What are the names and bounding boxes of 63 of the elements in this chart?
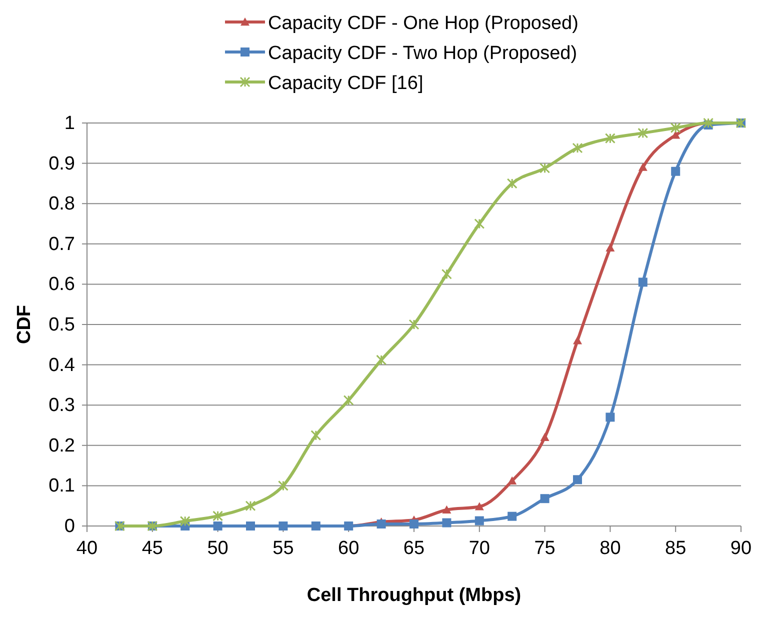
x-tick-label: 80	[600, 538, 621, 559]
point	[376, 519, 386, 528]
point	[508, 476, 517, 484]
y-tick-label: 0.8	[48, 194, 75, 215]
y-tick-label: 0.9	[48, 153, 75, 174]
point	[573, 336, 582, 344]
point	[410, 519, 418, 528]
point	[442, 518, 452, 528]
point	[212, 510, 224, 522]
point	[246, 522, 255, 530]
y-tick-label: 0.5	[48, 314, 75, 336]
x-tick-label: 45	[142, 538, 163, 559]
x-tick-label: 55	[272, 538, 294, 559]
point	[474, 502, 484, 510]
legend-label: Capacity CDF [16]	[268, 73, 424, 94]
point	[278, 522, 288, 530]
point	[540, 162, 550, 174]
point	[671, 166, 680, 176]
x-tick-label: 85	[665, 538, 686, 559]
y-tick-label: 0	[64, 516, 75, 537]
x-axis-title: Cell Throughput (Mbps)	[306, 585, 522, 606]
point	[408, 319, 420, 330]
x-tick-label: 40	[76, 538, 98, 559]
point	[310, 430, 322, 441]
point	[573, 475, 582, 484]
y-axis-title: CDF	[14, 304, 35, 344]
point	[245, 500, 256, 512]
y-tick-label: 0.4	[48, 354, 76, 376]
y-tick-label: 0.1	[48, 476, 75, 497]
x-tick-label: 75	[534, 538, 556, 559]
point	[343, 395, 354, 406]
x-tick-label: 90	[730, 538, 752, 559]
legend-label: Capacity CDF - One Hop (Proposed)	[268, 13, 578, 34]
x-tick-label: 70	[468, 538, 490, 559]
point	[180, 516, 190, 526]
point	[638, 128, 648, 138]
x-tick-label: 65	[403, 538, 425, 559]
x-tick-label: 60	[338, 538, 360, 559]
point	[213, 522, 222, 530]
point	[278, 480, 288, 491]
point	[376, 354, 387, 366]
point	[606, 243, 615, 252]
point	[508, 512, 517, 521]
point	[506, 178, 518, 189]
point	[474, 218, 485, 229]
y-tick-label: 1	[64, 113, 75, 134]
point	[670, 122, 681, 134]
point	[638, 162, 648, 171]
y-tick-label: 0.7	[48, 234, 75, 255]
point	[604, 133, 616, 144]
y-tick-label: 0.6	[48, 274, 75, 296]
legend-label: Capacity CDF - Two Hop (Proposed)	[268, 43, 578, 64]
y-tick-label: 0.3	[48, 395, 75, 416]
point	[474, 516, 484, 526]
point	[638, 278, 648, 287]
point	[441, 268, 452, 280]
x-tick-label: 50	[207, 538, 228, 559]
point	[540, 494, 550, 504]
point	[572, 142, 583, 154]
y-tick-label: 0.2	[48, 435, 75, 456]
point	[540, 432, 550, 441]
point	[606, 412, 615, 422]
point	[442, 505, 452, 514]
